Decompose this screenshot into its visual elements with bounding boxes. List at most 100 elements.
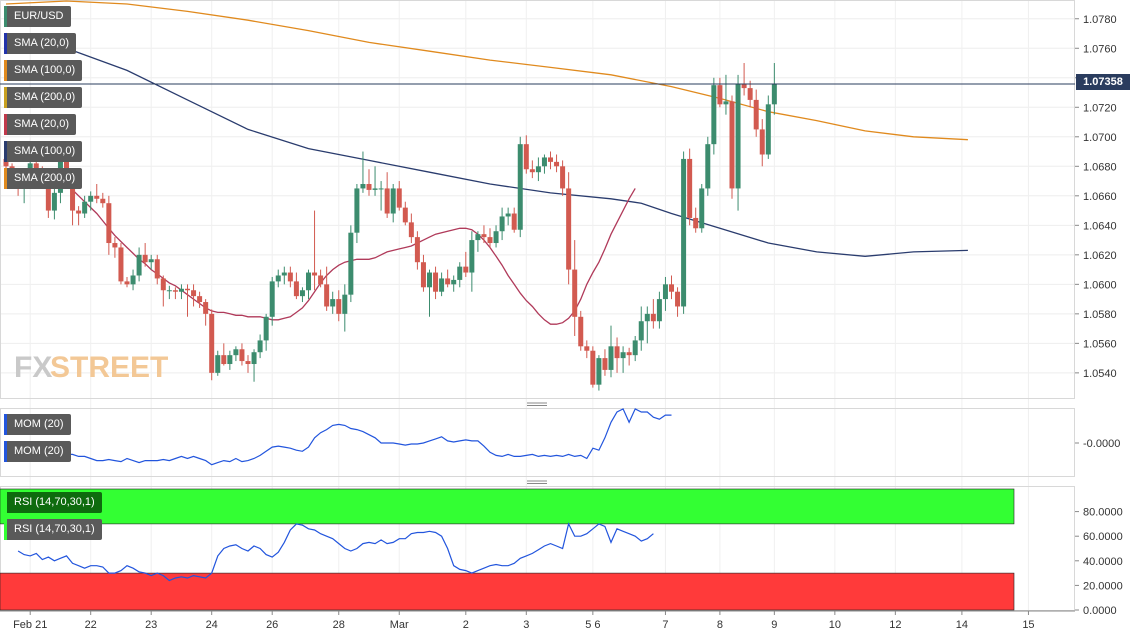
candle-down xyxy=(650,313,656,322)
candle-down xyxy=(142,254,148,263)
time-tick-label: 28 xyxy=(333,619,345,631)
candle-down xyxy=(312,272,318,276)
candle-up xyxy=(360,184,366,189)
candle-down xyxy=(402,207,408,223)
price-tick-label: 1.0620 xyxy=(1083,250,1117,262)
time-tick-label: 8 xyxy=(717,619,723,631)
candle-up xyxy=(439,278,445,292)
rsi-path xyxy=(17,522,654,582)
candle-down xyxy=(602,358,608,370)
candle-down xyxy=(420,262,426,288)
rsi-label-text: RSI (14,70,30,1) xyxy=(14,523,95,535)
candle-up xyxy=(505,213,511,217)
candle-up xyxy=(656,299,662,322)
candle-down xyxy=(759,129,765,155)
candle-down xyxy=(3,158,9,167)
rsi-oversold-zone xyxy=(0,572,1015,611)
candle-up xyxy=(427,272,432,288)
time-tick-label: 15 xyxy=(1022,619,1034,631)
mom-label-2[interactable]: MOM (20) xyxy=(4,441,71,462)
rsi-axis: 0.0000 20.0000 40.0000 60.0000 80.0000 xyxy=(1075,507,1123,617)
candle-up xyxy=(136,254,142,276)
symbol-color-bar xyxy=(4,6,7,27)
candle-up xyxy=(620,352,626,359)
mom-label-1[interactable]: MOM (20) xyxy=(4,414,71,435)
candle-down xyxy=(384,188,390,214)
candle-up xyxy=(215,355,221,373)
candle-down xyxy=(366,184,372,190)
candle-up xyxy=(227,355,233,365)
overlay-label-3[interactable]: SMA (200,0) xyxy=(4,87,83,108)
price-panel: FX STREET 1.0540 1.0560 1.0580 1.0600 1.0620… xyxy=(0,0,1117,399)
overlay-color-bar xyxy=(4,33,7,54)
overlay-color-bar xyxy=(4,114,7,135)
candle-down xyxy=(396,188,402,208)
price-tick-label: 1.0780 xyxy=(1083,14,1117,26)
mom-label-text: MOM (20) xyxy=(14,445,64,457)
candle-up xyxy=(632,340,638,356)
rsi-label-1[interactable]: RSI (14,70,30,1) xyxy=(4,492,102,513)
candle-down xyxy=(481,234,487,238)
candle-down xyxy=(511,213,517,230)
candle-up xyxy=(451,279,457,285)
overlay-label-2[interactable]: SMA (100,0) xyxy=(4,60,83,81)
candle-down xyxy=(529,169,535,173)
candle-down xyxy=(584,346,590,351)
candle-down xyxy=(729,101,735,189)
candle-down xyxy=(64,157,69,179)
overlay-label-1[interactable]: SMA (20,0) xyxy=(4,33,77,54)
time-tick-label: 3 xyxy=(523,619,529,631)
candle-up xyxy=(499,216,505,232)
candle-down xyxy=(118,247,124,282)
current-price-badge: 1.07358 xyxy=(1076,74,1130,90)
symbol-text: EUR/USD xyxy=(14,10,64,22)
candle-down xyxy=(463,266,469,273)
candle-down xyxy=(336,299,342,314)
time-tick-label: 10 xyxy=(829,619,841,631)
panel-dividers[interactable] xyxy=(527,402,547,484)
candle-down xyxy=(433,272,439,292)
candle-down xyxy=(566,188,572,270)
candle-up xyxy=(372,188,378,190)
candle-down xyxy=(445,278,451,285)
candle-up xyxy=(699,188,705,229)
candle-up xyxy=(541,157,547,167)
candle-down xyxy=(487,237,493,244)
candle-down xyxy=(560,166,566,189)
candle-down xyxy=(172,290,178,292)
candlesticks xyxy=(3,63,777,391)
candle-down xyxy=(741,83,747,89)
candle-up xyxy=(608,346,614,370)
candle-up xyxy=(88,195,94,202)
candle-down xyxy=(324,284,330,307)
sma-20-line xyxy=(30,177,636,325)
price-tick-label: 1.0720 xyxy=(1083,102,1117,114)
rsi-label-text: RSI (14,70,30,1) xyxy=(14,496,95,508)
candle-up xyxy=(705,144,711,189)
candle-down xyxy=(124,281,130,285)
time-tick-label: 22 xyxy=(85,619,97,631)
time-tick-label: 14 xyxy=(956,619,968,631)
candle-down xyxy=(572,269,578,317)
overlay-label-5[interactable]: SMA (100,0) xyxy=(4,141,83,162)
rsi-tick-label: 80.0000 xyxy=(1083,507,1123,519)
candle-up xyxy=(82,201,88,214)
candle-up xyxy=(457,266,463,280)
candle-down xyxy=(245,361,251,365)
candle-down xyxy=(239,349,245,362)
candle-up xyxy=(535,166,541,173)
candle-down xyxy=(203,302,209,314)
rsi-tick-label: 0.0000 xyxy=(1083,605,1117,617)
rsi-label-2[interactable]: RSI (14,70,30,1) xyxy=(4,519,102,540)
symbol-label[interactable]: EUR/USD xyxy=(4,6,71,27)
sma-200-line xyxy=(5,0,968,141)
candle-up xyxy=(711,85,717,145)
overlay-label-6[interactable]: SMA (200,0) xyxy=(4,168,83,189)
price-tick-label: 1.0760 xyxy=(1083,43,1117,55)
candle-up xyxy=(348,232,354,295)
overlay-color-bar xyxy=(4,87,7,108)
candle-down xyxy=(94,195,100,199)
candle-up xyxy=(51,192,57,211)
watermark-fx: FX xyxy=(14,351,52,384)
overlay-label-4[interactable]: SMA (20,0) xyxy=(4,114,77,135)
